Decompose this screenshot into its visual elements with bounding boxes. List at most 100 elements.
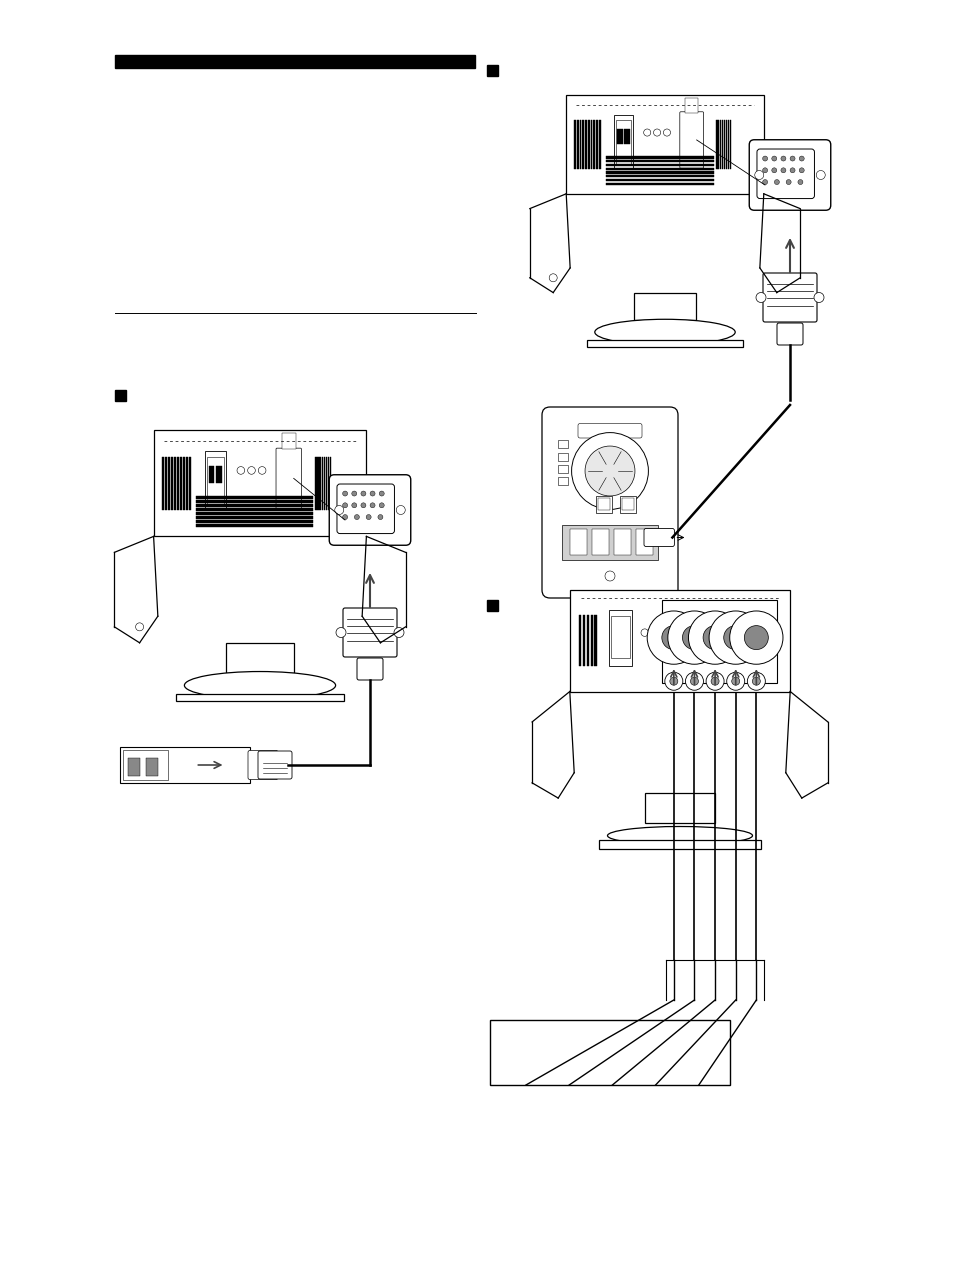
Bar [725, 120, 726, 169]
Circle shape [370, 490, 375, 496]
Bar [209, 466, 214, 483]
Bar [605, 171, 714, 173]
Circle shape [651, 629, 659, 637]
Ellipse shape [184, 671, 335, 699]
Bar [153, 431, 366, 536]
Ellipse shape [607, 827, 752, 845]
Circle shape [584, 446, 635, 496]
Bar [317, 456, 318, 510]
Bar [175, 694, 344, 701]
Circle shape [761, 180, 767, 185]
Bar [115, 55, 475, 68]
Bar [569, 590, 789, 692]
Bar [189, 456, 191, 510]
Bar [593, 120, 595, 169]
Circle shape [789, 155, 794, 161]
Circle shape [705, 673, 723, 691]
Circle shape [743, 626, 767, 650]
Bar [196, 520, 313, 522]
Circle shape [755, 293, 765, 302]
Bar [328, 456, 329, 510]
Bar [598, 840, 760, 848]
Circle shape [664, 673, 682, 691]
Bar [587, 120, 589, 169]
FancyBboxPatch shape [343, 608, 396, 657]
FancyBboxPatch shape [776, 324, 802, 345]
Circle shape [667, 612, 720, 664]
Circle shape [258, 466, 266, 474]
Bar [196, 496, 313, 498]
Circle shape [395, 506, 405, 515]
Bar [636, 529, 653, 555]
Bar [598, 120, 600, 169]
Bar [330, 456, 331, 510]
Circle shape [781, 168, 785, 173]
FancyBboxPatch shape [756, 149, 814, 199]
Circle shape [688, 612, 740, 664]
Circle shape [746, 673, 764, 691]
Circle shape [771, 168, 776, 173]
Bar [558, 478, 567, 485]
Bar [207, 457, 224, 505]
Bar [613, 115, 633, 169]
Bar [718, 120, 719, 169]
Bar [615, 120, 631, 163]
FancyBboxPatch shape [541, 406, 678, 598]
Bar [579, 120, 580, 169]
FancyBboxPatch shape [356, 657, 382, 680]
Circle shape [662, 129, 670, 136]
Ellipse shape [594, 320, 735, 345]
Bar [605, 182, 714, 185]
Circle shape [643, 129, 650, 136]
Bar [162, 456, 164, 510]
Bar [613, 529, 631, 555]
Circle shape [653, 129, 660, 136]
Circle shape [604, 571, 615, 581]
Bar [196, 516, 313, 519]
Circle shape [752, 678, 760, 685]
Circle shape [335, 628, 346, 637]
Bar [586, 340, 742, 347]
Circle shape [761, 155, 767, 161]
Circle shape [640, 629, 648, 637]
FancyBboxPatch shape [336, 484, 394, 534]
Bar [591, 529, 608, 555]
Bar [584, 120, 586, 169]
Circle shape [702, 626, 726, 650]
Bar [633, 293, 696, 320]
Circle shape [785, 180, 790, 185]
Bar [621, 498, 633, 510]
Bar [605, 178, 714, 181]
Bar [605, 164, 714, 166]
Circle shape [813, 293, 823, 302]
Bar [171, 456, 172, 510]
Bar [486, 600, 497, 612]
Bar [605, 175, 714, 177]
Bar [196, 525, 313, 527]
Bar [281, 433, 295, 450]
Bar [661, 600, 776, 683]
FancyBboxPatch shape [329, 475, 411, 545]
Bar [319, 456, 320, 510]
Bar [196, 505, 313, 507]
Circle shape [789, 168, 794, 173]
Circle shape [685, 673, 702, 691]
Circle shape [761, 168, 767, 173]
Circle shape [342, 503, 347, 508]
Bar [196, 499, 313, 503]
Bar [196, 508, 313, 511]
Circle shape [771, 155, 776, 161]
Circle shape [352, 490, 356, 496]
FancyBboxPatch shape [248, 750, 277, 780]
Circle shape [379, 490, 384, 496]
Circle shape [662, 629, 670, 637]
Circle shape [236, 466, 244, 474]
Circle shape [708, 612, 761, 664]
Bar [177, 456, 178, 510]
Circle shape [248, 466, 255, 474]
Circle shape [723, 626, 747, 650]
Circle shape [379, 503, 384, 508]
Bar [325, 456, 327, 510]
FancyBboxPatch shape [679, 112, 702, 168]
Circle shape [135, 623, 144, 631]
